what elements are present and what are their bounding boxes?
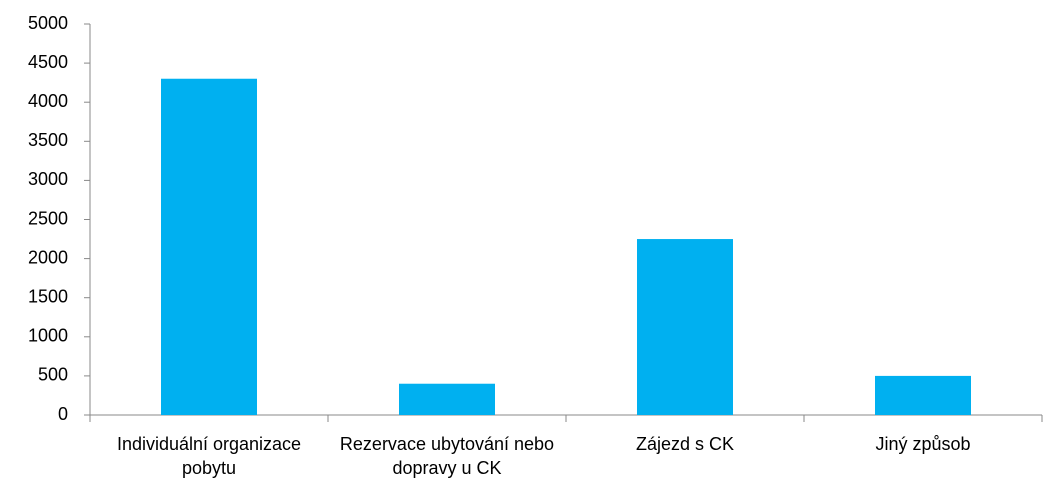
y-tick-label: 2000 [28, 247, 68, 267]
y-tick-label: 3500 [28, 130, 68, 150]
bar [875, 375, 971, 415]
bar [161, 78, 257, 416]
y-tick-label: 4500 [28, 52, 68, 72]
x-tick-label: Zájezd s CK [636, 434, 734, 454]
y-tick-label: 1000 [28, 326, 68, 346]
y-tick-label: 0 [58, 404, 68, 424]
y-tick-label: 3000 [28, 169, 68, 189]
x-tick-label: Jiný způsob [875, 434, 970, 454]
bar [399, 383, 495, 415]
y-tick-label: 4000 [28, 91, 68, 111]
x-tick-label: Individuální organizace pobytu [117, 434, 301, 478]
y-tick-label: 5000 [28, 13, 68, 33]
x-tick-label: Rezervace ubytování nebo dopravy u CK [340, 434, 554, 478]
y-tick-label: 500 [38, 365, 68, 385]
bar [637, 239, 733, 415]
y-tick-label: 2500 [28, 208, 68, 228]
y-tick-label: 1500 [28, 286, 68, 306]
